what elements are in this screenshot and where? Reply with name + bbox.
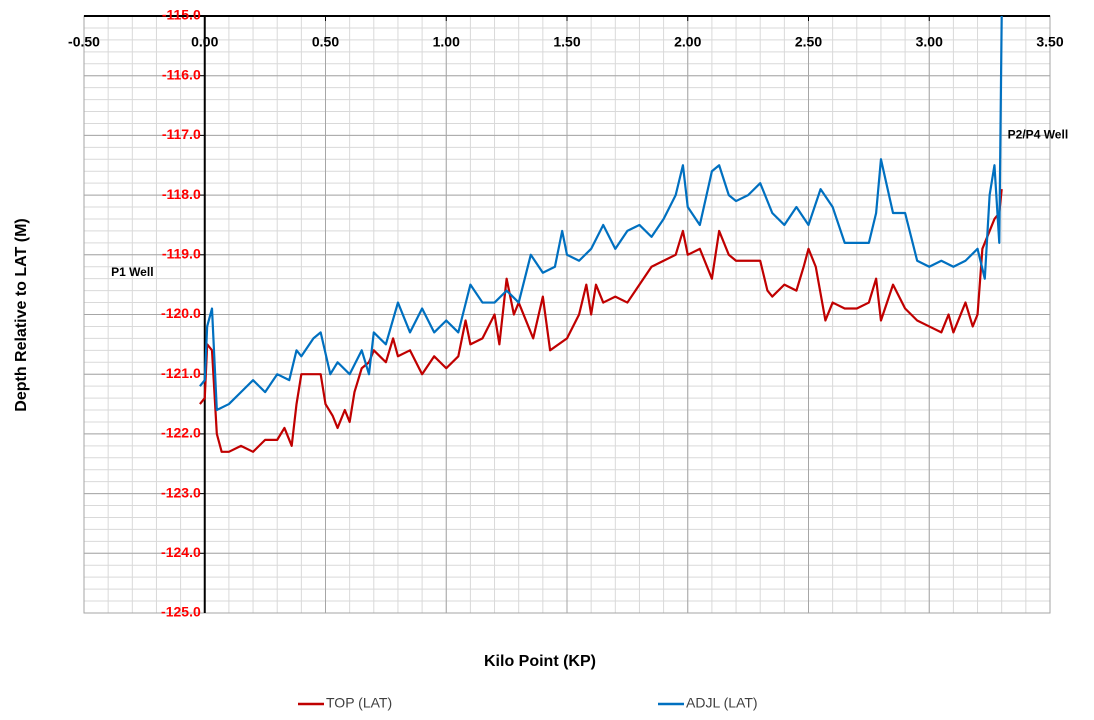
series-line	[199, 189, 1003, 453]
y-tick-label: -115.0	[162, 7, 201, 23]
x-tick-label: 2.00	[674, 34, 701, 50]
y-tick-label: -122.0	[161, 425, 201, 441]
y-tick-label: -117.0	[162, 126, 201, 142]
x-tick-label: 0.00	[191, 34, 218, 50]
x-tick-label: 3.00	[916, 34, 943, 50]
x-tick-label: 3.50	[1036, 34, 1063, 50]
y-tick-label: -123.0	[161, 484, 201, 500]
series-line	[199, 15, 1003, 412]
y-axis-title: Depth Relative to LAT (M)	[13, 218, 30, 411]
y-tick-label: -119.0	[162, 246, 201, 262]
y-tick-label: -121.0	[161, 365, 201, 381]
x-tick-label: 0.50	[312, 34, 339, 50]
x-tick-label: 1.00	[433, 34, 460, 50]
annotation: P2/P4 Well	[1008, 128, 1068, 142]
legend-label: ADJL (LAT)	[686, 695, 758, 711]
y-tick-label: -125.0	[161, 604, 201, 620]
y-tick-label: -116.0	[162, 66, 201, 82]
x-tick-label: 1.50	[553, 34, 580, 50]
x-axis-title: Kilo Point (KP)	[484, 653, 596, 670]
legend-label: TOP (LAT)	[326, 695, 392, 711]
y-tick-label: -120.0	[161, 305, 201, 321]
x-tick-label: -0.50	[68, 34, 100, 50]
x-tick-label: 2.50	[795, 34, 822, 50]
grid	[83, 15, 1051, 614]
annotation: P1 Well	[111, 265, 153, 279]
y-tick-label: -118.0	[162, 186, 201, 202]
y-tick-label: -124.0	[161, 544, 201, 560]
plot	[199, 15, 1003, 453]
